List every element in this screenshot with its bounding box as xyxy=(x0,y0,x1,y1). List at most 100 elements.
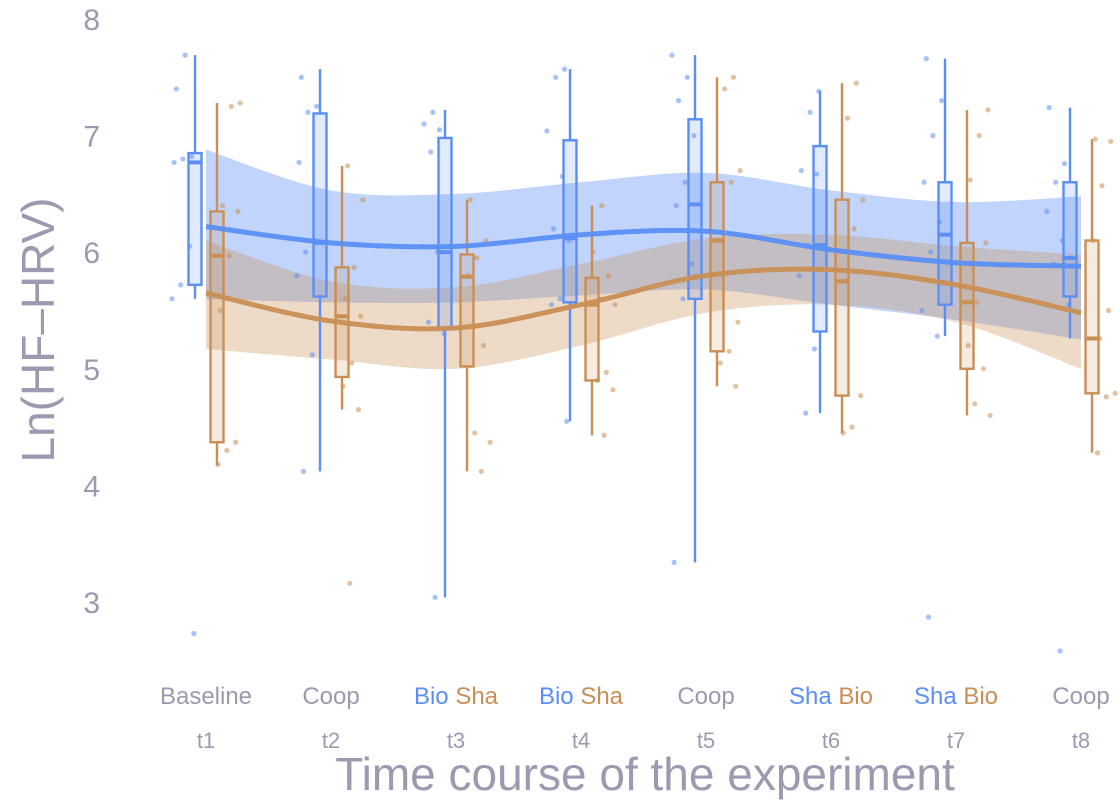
data-point-orange xyxy=(965,342,971,349)
data-point-blue xyxy=(1053,179,1059,185)
confidence-bands xyxy=(206,149,1081,370)
box-blue xyxy=(812,144,828,333)
data-point-blue xyxy=(803,410,809,416)
data-point-blue xyxy=(671,559,677,565)
data-point-orange xyxy=(235,208,241,214)
data-point-blue xyxy=(553,74,559,80)
data-point-blue xyxy=(436,127,443,133)
y-tick-label: 8 xyxy=(83,4,100,37)
y-tick-label: 3 xyxy=(83,587,100,620)
data-point-blue xyxy=(305,109,311,115)
data-point-blue xyxy=(939,98,945,104)
data-point-blue xyxy=(928,249,934,255)
data-point-blue xyxy=(550,226,557,232)
data-point-orange xyxy=(351,264,357,270)
data-point-blue xyxy=(561,66,568,72)
data-point-orange xyxy=(844,115,851,121)
x-category-label-part: Bio xyxy=(539,683,574,710)
x-axis-time-labels: t1 t2 t3 t4 t5 t6 t7 t8 xyxy=(197,728,1090,753)
x-category-label-part: Coop xyxy=(677,683,734,710)
data-point-orange xyxy=(347,580,353,586)
data-point-orange xyxy=(733,383,739,389)
data-point-orange xyxy=(219,202,226,209)
data-point-orange xyxy=(974,299,980,305)
data-point-blue xyxy=(309,352,315,358)
y-tick-label: 4 xyxy=(83,470,100,503)
data-point-orange xyxy=(972,401,978,407)
data-point-orange xyxy=(717,360,723,366)
trend-line-blue xyxy=(205,224,1082,269)
data-point-orange xyxy=(226,253,232,259)
data-point-orange xyxy=(722,86,728,92)
y-tick-label: 7 xyxy=(83,121,100,154)
x-time-label: t2 xyxy=(322,728,340,753)
data-point-blue xyxy=(689,261,695,267)
data-point-orange xyxy=(474,255,480,261)
data-point-blue xyxy=(294,272,300,279)
data-point-blue xyxy=(180,156,186,162)
data-point-orange xyxy=(1092,136,1098,142)
data-point-orange xyxy=(237,100,243,106)
x-category-label: Baseline xyxy=(160,683,252,710)
data-point-orange xyxy=(1108,138,1114,145)
data-point-blue xyxy=(669,52,675,58)
data-point-blue xyxy=(303,249,309,255)
box-blue xyxy=(312,112,328,298)
data-point-blue xyxy=(798,167,804,174)
data-point-blue xyxy=(182,52,188,58)
y-axis-ticks: 3 4 5 6 7 8 xyxy=(83,4,100,620)
data-point-orange xyxy=(233,439,239,445)
x-time-label: t3 xyxy=(447,728,465,753)
data-point-orange xyxy=(360,197,366,203)
data-point-blue xyxy=(178,282,184,288)
x-axis-condition-labels: Baseline Coop Bio Sha Bio Sha Coop Sha Bio Sha… xyxy=(160,683,1110,710)
data-point-blue xyxy=(923,56,929,62)
data-point-orange xyxy=(603,369,609,375)
data-point-blue xyxy=(680,296,686,302)
x-time-label: t7 xyxy=(947,728,965,753)
x-category-label: Bio Sha xyxy=(414,683,499,710)
data-point-blue xyxy=(925,614,932,620)
data-point-orange xyxy=(342,296,348,302)
data-point-blue xyxy=(173,86,179,92)
data-point-orange xyxy=(612,302,618,308)
data-point-orange xyxy=(858,393,864,399)
data-point-orange xyxy=(487,439,493,445)
x-category-label-part: Sha xyxy=(789,683,832,710)
data-point-orange xyxy=(224,447,230,454)
data-point-orange xyxy=(983,240,989,246)
data-point-blue xyxy=(300,468,307,475)
confidence-band-orange xyxy=(206,233,1081,370)
data-point-orange xyxy=(987,412,993,419)
box-blue xyxy=(187,151,203,287)
box-blue xyxy=(687,118,703,301)
trend-lines xyxy=(205,224,1082,332)
data-point-blue xyxy=(189,153,195,160)
box-orange xyxy=(209,210,225,444)
x-category-label: Sha Bio xyxy=(789,683,873,710)
x-time-label: t5 xyxy=(697,728,715,753)
data-point-blue xyxy=(796,272,802,279)
data-point-blue xyxy=(921,179,927,185)
data-point-blue xyxy=(428,149,434,155)
data-point-blue xyxy=(1061,160,1068,167)
data-point-orange xyxy=(472,430,478,436)
jitter-points xyxy=(169,52,1118,654)
box-orange xyxy=(959,241,975,370)
x-category-label: Bio Sha xyxy=(539,683,624,710)
data-point-blue xyxy=(919,307,925,314)
x-category-label: Sha Bio xyxy=(914,683,998,710)
data-point-blue xyxy=(564,418,570,424)
x-category-label: Coop xyxy=(677,683,734,710)
data-point-orange xyxy=(610,387,616,393)
x-category-label-part: Sha xyxy=(914,683,957,710)
trend-line-orange xyxy=(205,266,1082,332)
data-point-blue xyxy=(548,302,554,308)
data-point-orange xyxy=(228,103,234,110)
x-category-label-part: Coop xyxy=(302,683,359,710)
data-point-blue xyxy=(421,121,427,127)
data-point-blue xyxy=(169,296,175,302)
x-category-label: Coop xyxy=(302,683,359,710)
data-point-blue xyxy=(191,630,197,637)
